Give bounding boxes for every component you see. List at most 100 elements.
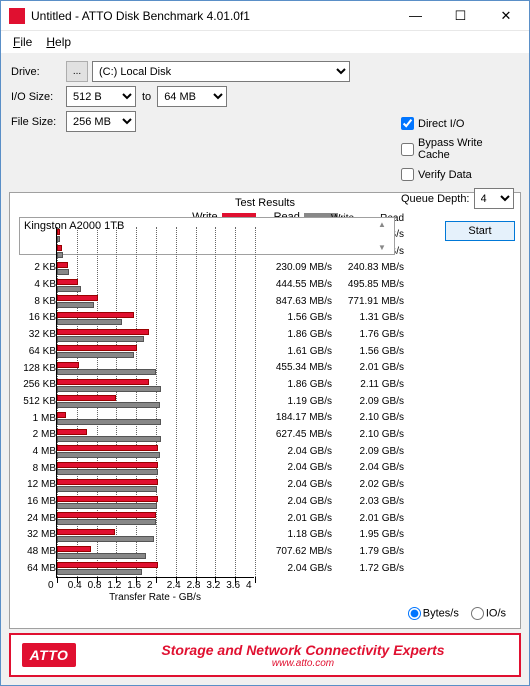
close-button[interactable]: ✕ [483, 1, 529, 31]
units-radio-group: Bytes/s IO/s [16, 603, 514, 622]
y-label: 4 MB [16, 444, 56, 461]
read-bar [57, 236, 60, 242]
start-button[interactable]: Start [445, 221, 515, 241]
read-bar [57, 419, 161, 425]
units-bytes-radio[interactable]: Bytes/s [406, 607, 459, 620]
read-bar [57, 452, 160, 458]
bar-row [57, 227, 254, 244]
bar-row [57, 310, 254, 327]
y-label: 2 KB [16, 260, 56, 277]
y-label: 32 MB [16, 527, 56, 544]
direct-io-checkbox[interactable]: Direct I/O [401, 117, 515, 130]
banner-line2: www.atto.com [87, 658, 519, 669]
titlebar: Untitled - ATTO Disk Benchmark 4.01.0f1 … [1, 1, 529, 31]
x-labels: 00.40.81.21.622.42.83.23.64 [52, 580, 260, 592]
bypass-checkbox[interactable]: Bypass Write Cache [401, 137, 515, 161]
menu-file[interactable]: File [7, 33, 38, 51]
read-value: 2.10 GB/s [332, 429, 404, 440]
queue-depth-select[interactable]: 4 [474, 188, 514, 209]
read-bar [57, 286, 81, 292]
maximize-button[interactable]: ☐ [438, 1, 483, 31]
y-label: 16 MB [16, 494, 56, 511]
read-bar [57, 402, 160, 408]
y-label: 8 KB [16, 294, 56, 311]
drive-select[interactable]: (C:) Local Disk [92, 61, 350, 82]
write-bar [57, 562, 158, 568]
scroll-buttons[interactable]: ▲▼ [374, 220, 390, 252]
read-bar [57, 469, 158, 475]
read-value: 240.83 MB/s [332, 262, 404, 273]
read-bar [57, 486, 157, 492]
bar-row [57, 511, 254, 528]
value-row: 2.01 GB/s2.01 GB/s [258, 510, 408, 527]
minimize-button[interactable]: — [393, 1, 438, 31]
y-label: 32 KB [16, 327, 56, 344]
write-bar [57, 395, 116, 401]
read-bar [57, 569, 142, 575]
bar-row [57, 294, 254, 311]
y-label: 256 KB [16, 377, 56, 394]
write-bar [57, 262, 68, 268]
y-labels: 512 B1 KB2 KB4 KB8 KB16 KB32 KB64 KB128 … [16, 227, 56, 578]
read-value: 2.02 GB/s [332, 479, 404, 490]
write-bar [57, 412, 66, 418]
value-row: 627.45 MB/s2.10 GB/s [258, 426, 408, 443]
value-row: 2.04 GB/s2.04 GB/s [258, 460, 408, 477]
menu-help[interactable]: Help [40, 33, 77, 51]
write-bar [57, 445, 158, 451]
x-tick-label: 2.8 [187, 580, 201, 591]
values-column: WriteRead 53.47 MB/s59.08 MB/s107.95 MB/… [258, 227, 408, 578]
write-value: 2.04 GB/s [260, 462, 332, 473]
y-label: 128 KB [16, 361, 56, 378]
x-tick-label: 3.6 [226, 580, 240, 591]
y-label: 16 KB [16, 310, 56, 327]
units-io-radio[interactable]: IO/s [469, 607, 506, 620]
value-row: 2.04 GB/s2.03 GB/s [258, 493, 408, 510]
io-from-select[interactable]: 512 B [66, 86, 136, 107]
x-tick-label: 2.4 [167, 580, 181, 591]
read-value: 771.91 MB/s [332, 296, 404, 307]
write-bar [57, 496, 158, 502]
queue-depth-row: Queue Depth: 4 [401, 188, 515, 209]
drive-browse-button[interactable]: ... [66, 61, 88, 82]
banner-line1: Storage and Network Connectivity Experts [87, 642, 519, 658]
read-bar [57, 252, 63, 258]
chart-area: 512 B1 KB2 KB4 KB8 KB16 KB32 KB64 KB128 … [16, 227, 514, 578]
write-value: 444.55 MB/s [260, 279, 332, 290]
write-bar [57, 479, 158, 485]
read-bar [57, 386, 161, 392]
write-value: 1.56 GB/s [260, 312, 332, 323]
write-bar [57, 295, 98, 301]
write-bar [57, 229, 60, 235]
write-value: 1.61 GB/s [260, 346, 332, 357]
y-label: 1 MB [16, 411, 56, 428]
read-bar [57, 519, 156, 525]
write-value: 1.86 GB/s [260, 379, 332, 390]
window-title: Untitled - ATTO Disk Benchmark 4.01.0f1 [31, 9, 393, 23]
verify-checkbox[interactable]: Verify Data [401, 168, 515, 181]
filesize-select[interactable]: 256 MB [66, 111, 136, 132]
options-col: Direct I/O Bypass Write Cache Verify Dat… [401, 117, 515, 209]
filesize-label: File Size: [11, 116, 66, 128]
to-label: to [142, 91, 151, 103]
y-label: 64 MB [16, 561, 56, 578]
write-value: 2.04 GB/s [260, 479, 332, 490]
bar-row [57, 244, 254, 261]
read-bar [57, 503, 157, 509]
read-value: 2.09 GB/s [332, 396, 404, 407]
read-value: 1.76 GB/s [332, 329, 404, 340]
value-row: 1.61 GB/s1.56 GB/s [258, 343, 408, 360]
read-value: 2.03 GB/s [332, 496, 404, 507]
io-to-select[interactable]: 64 MB [157, 86, 227, 107]
x-tick-label: 2 [147, 580, 153, 591]
read-value: 2.04 GB/s [332, 462, 404, 473]
value-row: 1.19 GB/s2.09 GB/s [258, 393, 408, 410]
read-bar [57, 553, 146, 559]
value-row: 2.04 GB/s1.72 GB/s [258, 560, 408, 577]
write-value: 1.86 GB/s [260, 329, 332, 340]
value-row: 2.04 GB/s2.09 GB/s [258, 443, 408, 460]
iosize-label: I/O Size: [11, 91, 66, 103]
read-value: 1.95 GB/s [332, 529, 404, 540]
x-tick-label: 1.6 [127, 580, 141, 591]
value-row: 847.63 MB/s771.91 MB/s [258, 293, 408, 310]
